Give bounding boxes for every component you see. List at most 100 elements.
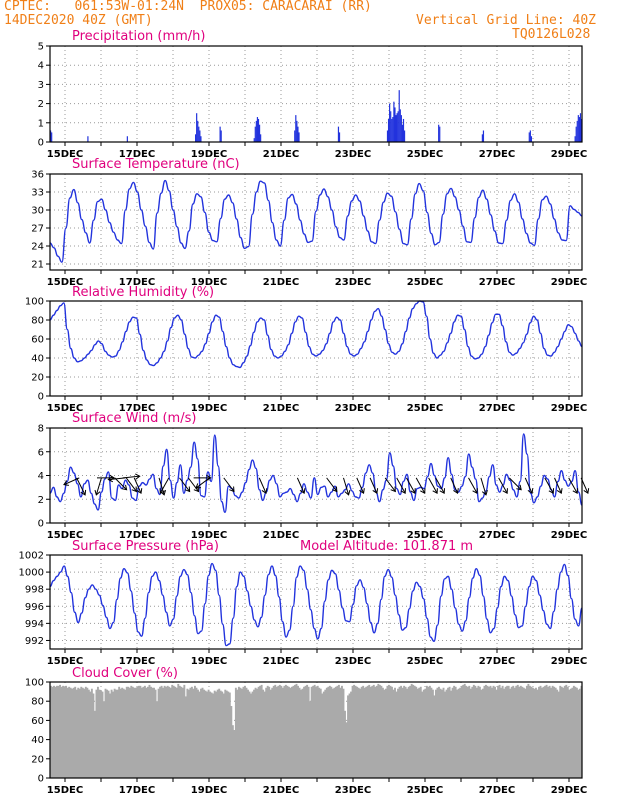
cloud-bar xyxy=(107,690,110,778)
cloud-bar xyxy=(87,689,90,778)
x-tick-label: 21DEC xyxy=(263,149,299,160)
cloud-bar xyxy=(475,687,478,778)
cloud-bar xyxy=(384,688,387,778)
cloud-bar xyxy=(406,688,409,778)
wind-vector-head xyxy=(583,488,590,495)
cloud-bar xyxy=(327,686,330,778)
cloud-bar xyxy=(247,689,249,778)
cloud-bar xyxy=(281,687,284,778)
cloud-bar xyxy=(66,687,69,778)
cloud-bar xyxy=(409,685,412,778)
cloud-bar xyxy=(89,691,92,778)
cloud-bar xyxy=(77,687,80,778)
cloud-bar xyxy=(453,685,456,778)
y-tick-label: 996 xyxy=(25,602,44,613)
y-tick-label: 0 xyxy=(38,519,44,530)
x-tick-label: 29DEC xyxy=(551,403,587,414)
wind-vector xyxy=(508,477,522,491)
precip-bar xyxy=(529,130,531,142)
cloud-bar xyxy=(316,685,319,778)
x-tick-label: 15DEC xyxy=(47,277,83,288)
cloud-bar xyxy=(354,685,357,778)
cloud-bar xyxy=(125,686,128,778)
wind-vector-head xyxy=(229,486,235,493)
cloud-bar xyxy=(237,686,240,778)
cloud-bar xyxy=(347,695,349,778)
cloud-bar xyxy=(157,688,160,778)
cloud-bar xyxy=(162,687,165,778)
cloud-bar xyxy=(215,691,218,778)
cloud-bar xyxy=(539,685,542,778)
panel-3: Surface Wind (m/s) 0 2 4 6 8 15DEC 17DEC 19DEC 21… xyxy=(38,411,590,541)
cloud-bar xyxy=(575,687,578,778)
cloud-bar xyxy=(569,688,572,778)
cloud-bar xyxy=(368,684,371,778)
cloud-bar xyxy=(283,685,286,778)
x-tick-label: 25DEC xyxy=(407,403,443,414)
cloud-bar xyxy=(130,685,133,778)
cloud-bar xyxy=(115,689,118,778)
wind-vector xyxy=(108,477,126,481)
cloud-bar xyxy=(465,685,468,778)
cloud-bar xyxy=(298,687,301,778)
cloud-bar xyxy=(204,690,207,778)
wind-vector-head xyxy=(184,486,191,493)
cloud-bar xyxy=(512,685,515,778)
panel-5: Cloud Cover (%) 0 20 40 60 80 100 15DEC 17DEC 19D… xyxy=(25,666,587,796)
cloud-bar xyxy=(450,690,453,778)
cloud-bar xyxy=(322,691,325,778)
wind-vector xyxy=(415,477,426,494)
cloud-bar xyxy=(98,689,101,778)
cloud-bar xyxy=(266,685,269,778)
cloud-bar xyxy=(262,689,265,778)
panel-frame xyxy=(49,300,583,397)
cloud-bar xyxy=(395,691,398,778)
cloud-bar xyxy=(133,687,136,778)
wind-vector xyxy=(480,477,487,496)
y-tick-label: 21 xyxy=(31,260,44,271)
y-tick-label: 40 xyxy=(31,354,44,365)
cloud-bar xyxy=(221,691,224,778)
cloud-bar xyxy=(227,691,230,778)
panel-frame xyxy=(49,554,583,650)
series-line xyxy=(49,179,583,263)
cloud-bar xyxy=(503,688,506,778)
cloud-bar xyxy=(466,686,469,778)
y-tick-label: 1 xyxy=(38,118,44,129)
cloud-bar xyxy=(121,687,124,778)
cloud-bar xyxy=(169,687,172,778)
cloud-bar xyxy=(422,689,425,778)
precip-bar xyxy=(393,101,395,142)
cloud-bar xyxy=(521,686,524,778)
precip-bar xyxy=(298,132,300,142)
x-tick-label: 17DEC xyxy=(119,785,155,796)
cloud-bar xyxy=(515,685,518,778)
cloud-bar xyxy=(184,696,187,778)
wind-vector-head xyxy=(135,473,141,480)
cloud-bar xyxy=(187,689,190,778)
cloud-bar xyxy=(265,687,268,778)
y-tick-label: 20 xyxy=(31,754,44,765)
cloud-bar xyxy=(542,686,545,778)
cloud-bar xyxy=(410,683,413,778)
wind-vector xyxy=(435,477,445,494)
cloud-bar xyxy=(481,688,484,778)
cloud-bar xyxy=(192,688,195,778)
cloud-bar xyxy=(563,685,566,778)
wind-vector-head xyxy=(527,488,534,495)
wind-vector-head xyxy=(206,474,212,481)
cloud-bar xyxy=(474,685,477,778)
panel-2: Relative Humidity (%) 0 20 40 60 80 100 15DEC 17… xyxy=(25,285,587,414)
wind-vector xyxy=(223,477,235,492)
cloud-bar xyxy=(256,688,259,778)
station-header: CPTEC: 061:53W-01:24N PROX05: CARACARAI … xyxy=(4,0,372,14)
cloud-bar xyxy=(415,686,418,778)
x-tick-label: 25DEC xyxy=(407,149,443,160)
cloud-bar xyxy=(428,685,431,778)
cloud-bar xyxy=(507,685,510,778)
cloud-bar xyxy=(451,687,454,778)
cloud-bar xyxy=(212,693,215,778)
cloud-bar xyxy=(572,685,575,778)
wind-vector-head xyxy=(516,484,522,491)
cloud-bar xyxy=(471,686,474,778)
